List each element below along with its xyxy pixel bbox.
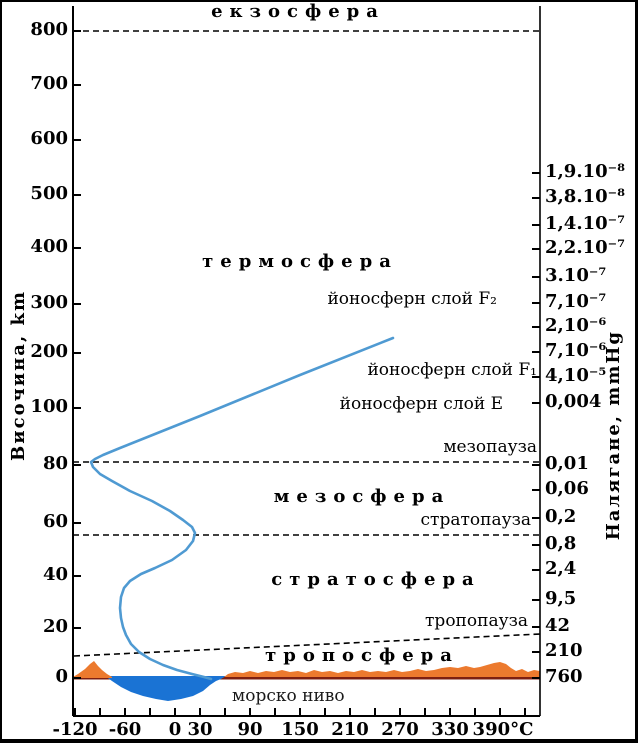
pressure-tick-label: 7,10⁻⁷ — [545, 291, 607, 312]
pressure-tick-label: 1,9.10⁻⁸ — [545, 161, 626, 182]
sea-level-label: морско ниво — [232, 686, 345, 706]
temperature-tick-label: 30 — [187, 719, 213, 740]
altitude-tick-label: 300 — [30, 292, 68, 313]
pressure-axis-title: Налягане, mmHg — [603, 330, 624, 541]
pressure-tick-label: 210 — [545, 640, 583, 661]
pressure-tick-label: 2,4 — [545, 558, 577, 579]
temperature-tick-label: 390°C — [472, 719, 534, 740]
pressure-tick-label: 1,4.10⁻⁷ — [545, 213, 626, 234]
pressure-tick-label: 0,2 — [545, 506, 577, 527]
mesosphere-label: мезосфера — [273, 486, 451, 507]
exosphere-label: екзосфера — [211, 1, 385, 22]
altitude-tick-label: 60 — [42, 511, 68, 532]
altitude-axis-title: Височина, km — [8, 290, 29, 461]
pressure-tick-label: 4,10⁻⁵ — [545, 365, 607, 386]
tropopause-label: тропопауза — [425, 611, 528, 631]
pressure-tick-label: 3,8.10⁻⁸ — [545, 186, 626, 207]
thermosphere-label: термосфера — [202, 251, 398, 272]
pressure-tick-label: 2,10⁻⁶ — [545, 315, 607, 336]
pressure-tick-label: 0,8 — [545, 533, 577, 554]
altitude-tick-label: 200 — [30, 341, 68, 362]
temperature-tick-label: 330 — [431, 719, 469, 740]
temperature-curve — [89, 336, 395, 681]
altitude-tick-label: 80 — [42, 453, 68, 474]
pressure-tick-label: 3.10⁻⁷ — [545, 265, 607, 286]
ionospheric-layer-f2-label: йоносферн слой F₂ — [327, 289, 497, 309]
pressure-tick-label: 0,004 — [545, 391, 602, 412]
temperature-tick-label: -120 — [52, 719, 98, 740]
tropopause-line — [73, 633, 541, 657]
terrain-right — [224, 662, 540, 677]
pressure-tick-label: 0,01 — [545, 453, 589, 474]
temperature-tick-label: -60 — [108, 719, 142, 740]
stratopause-label: стратопауза — [420, 510, 531, 530]
altitude-tick-label: 20 — [42, 616, 68, 637]
altitude-tick-label: 40 — [42, 564, 68, 585]
pressure-tick-label: 0,06 — [545, 478, 589, 499]
terrain-left — [73, 661, 112, 678]
pressure-tick-label: 2,2.10⁻⁷ — [545, 237, 626, 258]
troposphere-label: тропосфера — [265, 645, 459, 666]
ionospheric-layer-e-label: йоносферн слой E — [339, 394, 503, 414]
temperature-tick-label: 0 — [168, 719, 182, 740]
altitude-tick-label: 600 — [30, 128, 68, 149]
pressure-tick-label: 7,10⁻⁶ — [545, 340, 607, 361]
stratosphere-label: стратосфера — [271, 569, 481, 590]
pressure-tick-label: 42 — [545, 615, 571, 636]
altitude-tick-label: 100 — [30, 396, 68, 417]
altitude-tick-label: 700 — [30, 73, 68, 94]
altitude-tick-label: 500 — [30, 183, 68, 204]
temperature-tick-label: 150 — [281, 719, 319, 740]
altitude-tick-label: 400 — [30, 236, 68, 257]
temperature-tick-label: 270 — [381, 719, 419, 740]
pressure-tick-label: 760 — [545, 666, 583, 687]
pressure-tick-label: 9,5 — [545, 588, 577, 609]
ionospheric-layer-f1-label: йоносферн слой F₁ — [367, 360, 537, 380]
temperature-tick-label: 90 — [237, 719, 263, 740]
altitude-tick-label: 0 — [55, 666, 68, 687]
temperature-tick-label: 210 — [331, 719, 369, 740]
mesopause-label: мезопауза — [443, 437, 537, 457]
altitude-tick-label: 800 — [30, 19, 68, 40]
sea-area — [105, 676, 226, 701]
